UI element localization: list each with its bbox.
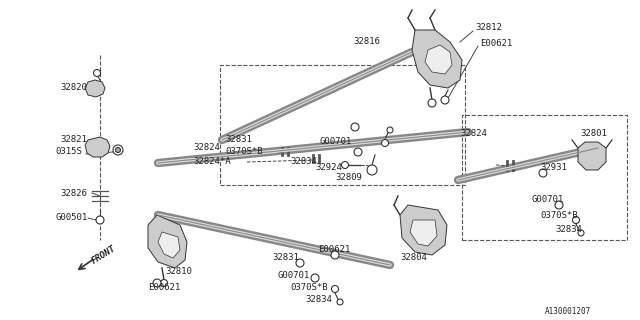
Polygon shape bbox=[412, 30, 462, 88]
Text: 32931: 32931 bbox=[540, 163, 567, 172]
Text: 0370S*B: 0370S*B bbox=[290, 283, 328, 292]
Circle shape bbox=[337, 299, 343, 305]
Polygon shape bbox=[85, 137, 110, 157]
Text: 32824*A: 32824*A bbox=[193, 157, 230, 166]
Text: 32826: 32826 bbox=[60, 188, 87, 197]
Bar bbox=[220, 65, 465, 185]
Polygon shape bbox=[410, 220, 437, 246]
Circle shape bbox=[578, 230, 584, 236]
Text: 32821: 32821 bbox=[60, 135, 87, 145]
Circle shape bbox=[367, 165, 377, 175]
Text: G00701: G00701 bbox=[320, 138, 352, 147]
Text: 32810: 32810 bbox=[165, 268, 192, 276]
Text: G00501: G00501 bbox=[55, 213, 87, 222]
Circle shape bbox=[351, 123, 359, 131]
Text: 32834: 32834 bbox=[555, 226, 582, 235]
Text: 32834: 32834 bbox=[290, 157, 317, 166]
Text: 32809: 32809 bbox=[335, 173, 362, 182]
Circle shape bbox=[115, 148, 120, 153]
Polygon shape bbox=[158, 232, 180, 258]
Circle shape bbox=[539, 169, 547, 177]
Circle shape bbox=[332, 285, 339, 292]
Circle shape bbox=[113, 145, 123, 155]
Text: 32804: 32804 bbox=[400, 253, 427, 262]
Text: E00621: E00621 bbox=[148, 283, 180, 292]
Circle shape bbox=[573, 217, 579, 223]
Text: 32831: 32831 bbox=[272, 253, 299, 262]
Text: E00621: E00621 bbox=[480, 38, 512, 47]
Text: 0315S: 0315S bbox=[55, 148, 82, 156]
Circle shape bbox=[441, 96, 449, 104]
Text: 32831: 32831 bbox=[225, 135, 252, 145]
Polygon shape bbox=[425, 45, 452, 74]
Circle shape bbox=[354, 148, 362, 156]
Circle shape bbox=[161, 279, 168, 286]
Polygon shape bbox=[148, 215, 187, 268]
Text: 0370S*B: 0370S*B bbox=[225, 148, 262, 156]
Circle shape bbox=[555, 201, 563, 209]
Circle shape bbox=[311, 274, 319, 282]
Text: FRONT: FRONT bbox=[90, 244, 118, 266]
Circle shape bbox=[342, 162, 349, 169]
Text: 32924: 32924 bbox=[315, 163, 342, 172]
Text: G00701: G00701 bbox=[278, 270, 310, 279]
Bar bbox=[462, 115, 627, 240]
Text: 32820: 32820 bbox=[60, 84, 87, 92]
Circle shape bbox=[296, 259, 304, 267]
Circle shape bbox=[96, 216, 104, 224]
Text: 32824: 32824 bbox=[193, 143, 220, 153]
Text: 32816: 32816 bbox=[353, 37, 380, 46]
Text: E00621: E00621 bbox=[318, 245, 350, 254]
Polygon shape bbox=[400, 205, 447, 255]
Text: G00701: G00701 bbox=[532, 196, 564, 204]
Text: 32801: 32801 bbox=[580, 129, 607, 138]
Polygon shape bbox=[578, 142, 606, 170]
Circle shape bbox=[153, 279, 161, 287]
Text: 32812: 32812 bbox=[475, 23, 502, 33]
Circle shape bbox=[428, 99, 436, 107]
Circle shape bbox=[331, 251, 339, 259]
Circle shape bbox=[381, 140, 388, 147]
Text: 32824: 32824 bbox=[460, 129, 487, 138]
Text: A130001207: A130001207 bbox=[545, 308, 591, 316]
Polygon shape bbox=[85, 80, 105, 97]
Text: 32834: 32834 bbox=[305, 295, 332, 305]
Circle shape bbox=[387, 127, 393, 133]
Text: 0370S*B: 0370S*B bbox=[540, 211, 578, 220]
Circle shape bbox=[93, 69, 100, 76]
